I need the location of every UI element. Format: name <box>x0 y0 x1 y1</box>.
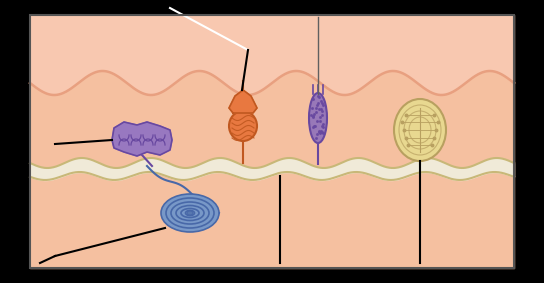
Ellipse shape <box>187 211 193 215</box>
FancyBboxPatch shape <box>30 15 514 63</box>
Ellipse shape <box>309 93 327 143</box>
Ellipse shape <box>394 99 446 161</box>
FancyBboxPatch shape <box>30 15 514 268</box>
Polygon shape <box>229 90 257 113</box>
FancyBboxPatch shape <box>30 63 514 83</box>
Ellipse shape <box>161 194 219 232</box>
Polygon shape <box>112 122 172 156</box>
Ellipse shape <box>229 111 257 141</box>
